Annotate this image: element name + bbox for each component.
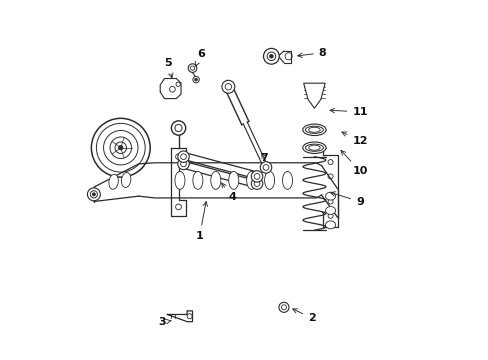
Ellipse shape [325, 192, 335, 200]
Circle shape [92, 193, 95, 196]
Text: 2: 2 [292, 309, 315, 323]
Circle shape [222, 80, 234, 93]
Ellipse shape [264, 171, 274, 189]
Circle shape [260, 162, 271, 173]
Ellipse shape [109, 174, 118, 189]
Ellipse shape [228, 171, 238, 189]
Ellipse shape [305, 144, 323, 151]
Ellipse shape [246, 171, 256, 189]
Text: 3: 3 [158, 318, 171, 327]
Text: 12: 12 [341, 132, 367, 145]
Polygon shape [303, 83, 325, 108]
Circle shape [178, 158, 189, 170]
Circle shape [278, 302, 288, 312]
Text: 10: 10 [340, 150, 367, 176]
Circle shape [178, 151, 189, 162]
Circle shape [192, 76, 199, 83]
Text: 11: 11 [329, 107, 367, 117]
Text: 8: 8 [297, 48, 326, 58]
Ellipse shape [192, 171, 203, 189]
Text: 5: 5 [164, 58, 173, 78]
Polygon shape [160, 78, 181, 99]
Ellipse shape [325, 207, 335, 215]
Text: 7: 7 [260, 153, 267, 163]
Ellipse shape [175, 171, 184, 189]
Circle shape [251, 171, 262, 182]
Ellipse shape [210, 171, 221, 189]
Circle shape [87, 188, 100, 201]
Ellipse shape [282, 171, 292, 189]
Circle shape [194, 78, 197, 81]
Circle shape [263, 48, 279, 64]
Circle shape [188, 64, 196, 72]
Text: 6: 6 [195, 49, 204, 66]
Circle shape [251, 178, 262, 189]
Circle shape [119, 145, 122, 150]
Text: 9: 9 [330, 192, 363, 207]
Ellipse shape [302, 142, 325, 153]
Ellipse shape [121, 172, 131, 188]
Circle shape [269, 54, 273, 58]
Text: 1: 1 [195, 202, 207, 240]
Ellipse shape [305, 126, 323, 134]
Ellipse shape [302, 124, 325, 135]
Text: 4: 4 [221, 183, 235, 202]
Ellipse shape [325, 221, 335, 229]
